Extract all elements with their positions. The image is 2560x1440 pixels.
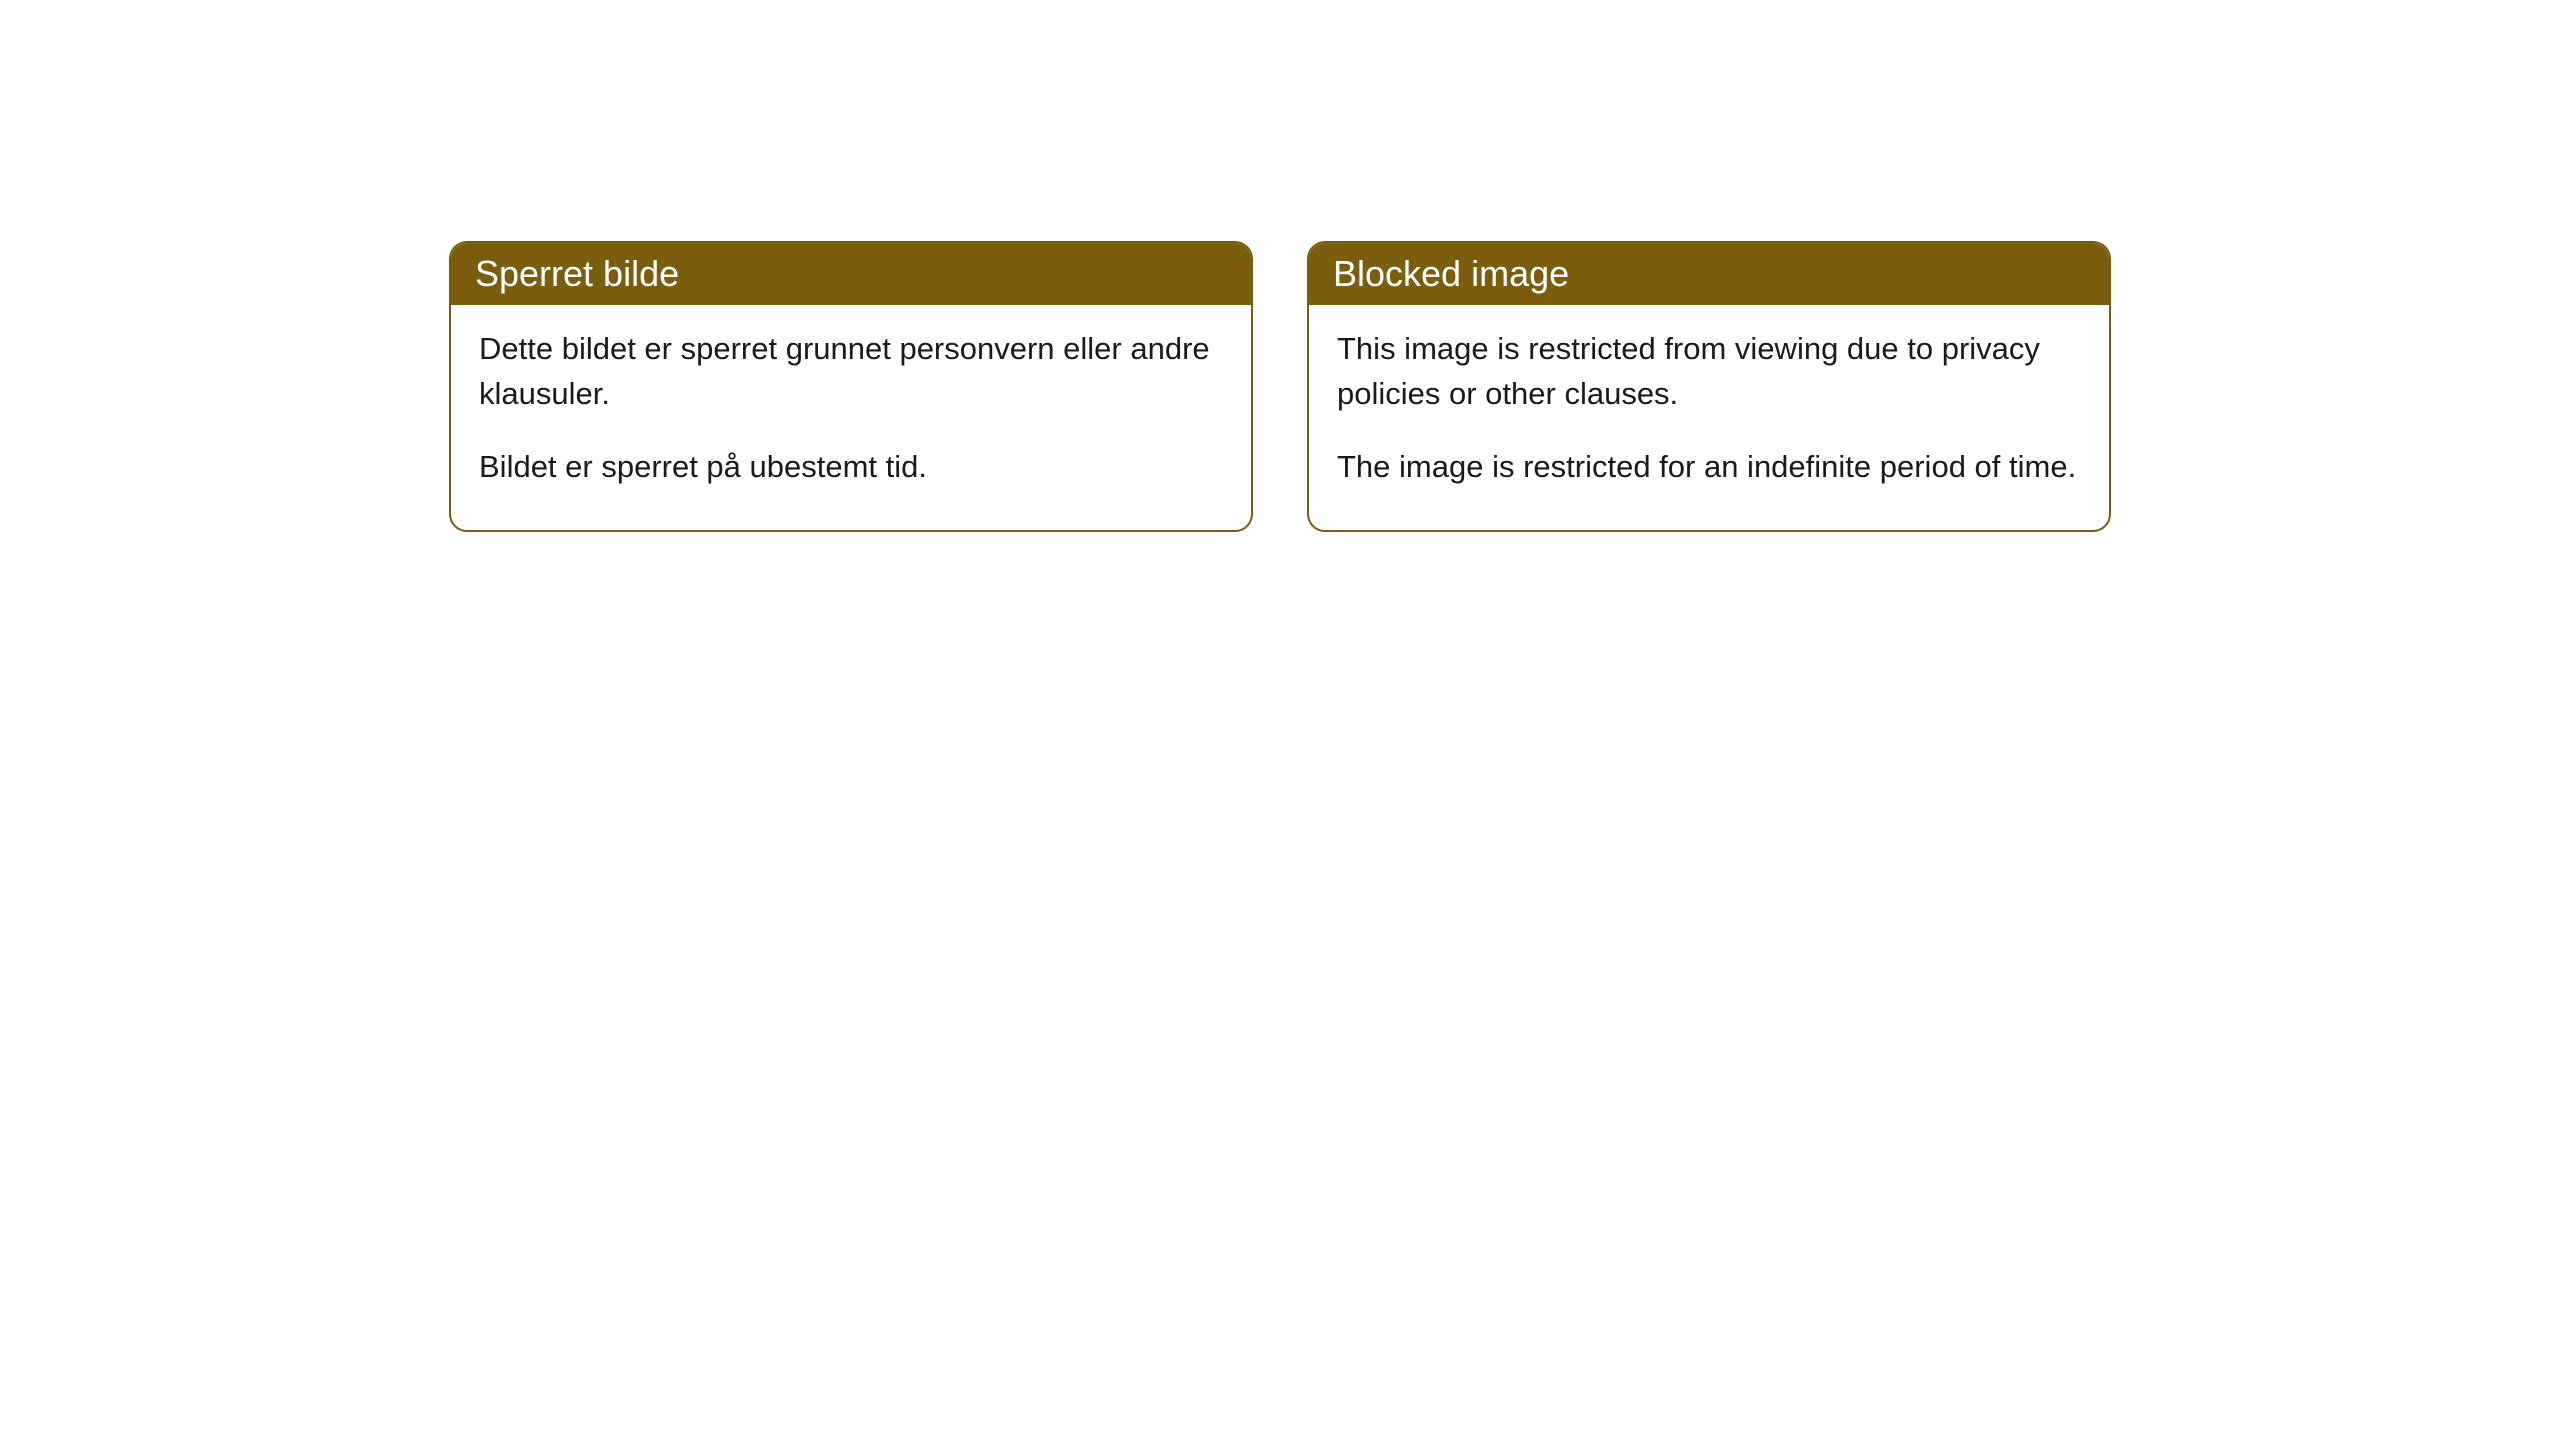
- card-paragraph: The image is restricted for an indefinit…: [1337, 445, 2081, 490]
- card-body: Dette bildet er sperret grunnet personve…: [451, 305, 1251, 530]
- card-title: Sperret bilde: [475, 253, 679, 294]
- card-body: This image is restricted from viewing du…: [1309, 305, 2109, 530]
- card-paragraph: This image is restricted from viewing du…: [1337, 327, 2081, 417]
- blocked-image-card-norwegian: Sperret bilde Dette bildet er sperret gr…: [449, 241, 1253, 532]
- blocked-image-card-english: Blocked image This image is restricted f…: [1307, 241, 2111, 532]
- card-paragraph: Bildet er sperret på ubestemt tid.: [479, 445, 1223, 490]
- card-header: Sperret bilde: [451, 243, 1251, 305]
- cards-container: Sperret bilde Dette bildet er sperret gr…: [0, 0, 2560, 532]
- card-paragraph: Dette bildet er sperret grunnet personve…: [479, 327, 1223, 417]
- card-title: Blocked image: [1333, 253, 1569, 294]
- card-header: Blocked image: [1309, 243, 2109, 305]
